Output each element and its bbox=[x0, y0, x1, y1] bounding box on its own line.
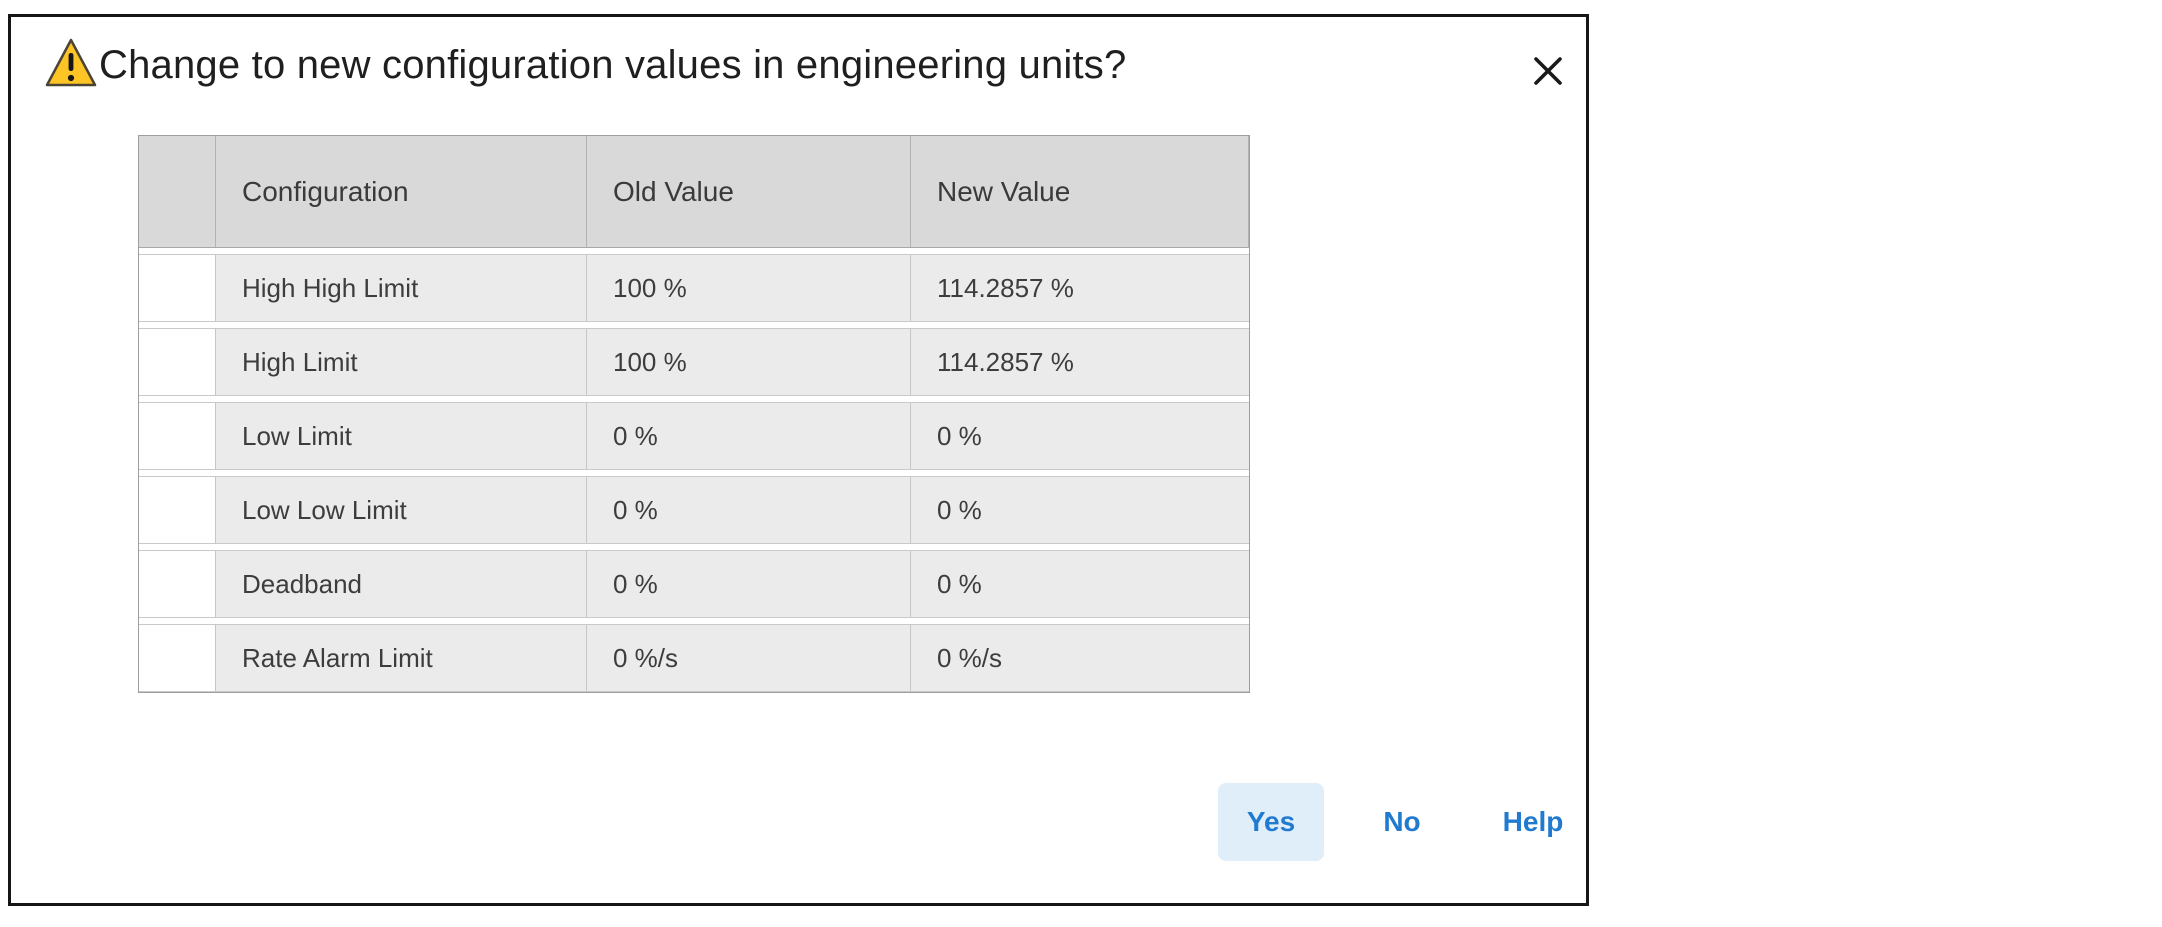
old-value-cell: 0 %/s bbox=[587, 625, 911, 691]
new-value-cell: 0 % bbox=[911, 551, 1249, 617]
table-row: Low Low Limit 0 % 0 % bbox=[139, 476, 1249, 544]
table-row: High Limit 100 % 114.2857 % bbox=[139, 328, 1249, 396]
table-row: Low Limit 0 % 0 % bbox=[139, 402, 1249, 470]
yes-button[interactable]: Yes bbox=[1218, 783, 1324, 861]
row-selector-cell[interactable] bbox=[139, 551, 216, 617]
header-old-value: Old Value bbox=[587, 136, 911, 247]
row-selector-cell[interactable] bbox=[139, 477, 216, 543]
old-value-cell: 100 % bbox=[587, 329, 911, 395]
config-name-cell: High Limit bbox=[216, 329, 587, 395]
no-button[interactable]: No bbox=[1349, 783, 1455, 861]
header-selector-cell bbox=[139, 136, 216, 247]
warning-triangle-icon bbox=[44, 37, 98, 89]
row-selector-cell[interactable] bbox=[139, 625, 216, 691]
table-row: Deadband 0 % 0 % bbox=[139, 550, 1249, 618]
config-name-cell: Rate Alarm Limit bbox=[216, 625, 587, 691]
old-value-cell: 100 % bbox=[587, 255, 911, 321]
config-name-cell: Low Limit bbox=[216, 403, 587, 469]
new-value-cell: 114.2857 % bbox=[911, 329, 1249, 395]
confirmation-dialog: Change to new configuration values in en… bbox=[8, 14, 1589, 906]
old-value-cell: 0 % bbox=[587, 403, 911, 469]
config-table: Configuration Old Value New Value High H… bbox=[138, 135, 1250, 693]
config-name-cell: Low Low Limit bbox=[216, 477, 587, 543]
header-new-value: New Value bbox=[911, 136, 1249, 247]
table-row: High High Limit 100 % 114.2857 % bbox=[139, 254, 1249, 322]
dialog-title: Change to new configuration values in en… bbox=[99, 43, 1127, 87]
row-selector-cell[interactable] bbox=[139, 255, 216, 321]
new-value-cell: 0 % bbox=[911, 403, 1249, 469]
old-value-cell: 0 % bbox=[587, 551, 911, 617]
table-row: Rate Alarm Limit 0 %/s 0 %/s bbox=[139, 624, 1249, 692]
config-name-cell: High High Limit bbox=[216, 255, 587, 321]
close-icon[interactable] bbox=[1522, 45, 1574, 97]
new-value-cell: 0 %/s bbox=[911, 625, 1249, 691]
dialog-button-row: Yes No Help bbox=[1218, 783, 1586, 861]
table-header-row: Configuration Old Value New Value bbox=[139, 136, 1249, 248]
config-name-cell: Deadband bbox=[216, 551, 587, 617]
header-configuration: Configuration bbox=[216, 136, 587, 247]
row-selector-cell[interactable] bbox=[139, 403, 216, 469]
new-value-cell: 114.2857 % bbox=[911, 255, 1249, 321]
row-selector-cell[interactable] bbox=[139, 329, 216, 395]
help-button[interactable]: Help bbox=[1480, 783, 1586, 861]
new-value-cell: 0 % bbox=[911, 477, 1249, 543]
old-value-cell: 0 % bbox=[587, 477, 911, 543]
